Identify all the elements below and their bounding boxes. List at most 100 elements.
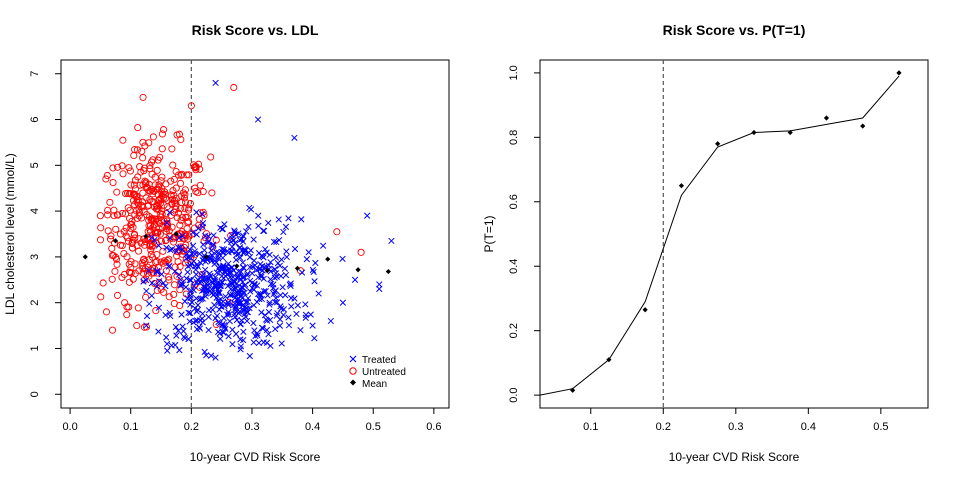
probability-y-tick-label: 0.4 <box>508 259 520 274</box>
treated-point <box>271 274 278 281</box>
mean-point <box>325 256 331 262</box>
treated-point <box>242 313 249 321</box>
treated-point <box>145 267 152 274</box>
treated-point <box>232 231 240 238</box>
treated-point <box>257 290 264 298</box>
untreated-point <box>127 221 135 229</box>
untreated-point <box>176 221 184 229</box>
untreated-point <box>171 263 179 271</box>
treated-point <box>298 216 305 223</box>
treated-point <box>232 304 240 312</box>
treated-point <box>280 228 287 236</box>
untreated-point <box>169 161 177 169</box>
untreated-point <box>152 307 160 315</box>
treated-point <box>239 284 246 291</box>
probability-y-axis: 0.0 0.2 0.4 0.6 0.8 1.0 <box>508 65 540 403</box>
treated-point <box>262 288 269 295</box>
treated-point <box>277 292 284 299</box>
treated-point <box>178 311 185 318</box>
untreated-point <box>120 227 128 236</box>
untreated-point <box>196 181 204 189</box>
untreated-point <box>186 199 194 208</box>
untreated-point <box>97 224 105 232</box>
treated-point <box>216 263 223 270</box>
treated-point <box>155 304 163 311</box>
scatter-x-tick-label: 0.5 <box>366 421 381 433</box>
untreated-point <box>174 209 183 217</box>
treated-point <box>276 316 284 323</box>
treated-point <box>309 266 317 274</box>
treated-point <box>239 259 247 266</box>
treated-point <box>166 209 173 216</box>
untreated-point <box>153 228 162 236</box>
untreated-point <box>357 248 365 256</box>
scatter-x-label: 10-year CVD Risk Score <box>190 450 321 464</box>
treated-point <box>311 278 318 285</box>
mean-point <box>385 268 391 275</box>
untreated-point <box>170 175 178 183</box>
treated-point <box>260 288 268 295</box>
treated-point <box>227 285 234 293</box>
treated-point <box>327 317 334 325</box>
treated-point <box>226 318 233 325</box>
treated-point <box>199 223 206 231</box>
untreated-point <box>127 181 135 189</box>
treated-point <box>252 332 259 340</box>
treated-point <box>207 352 215 359</box>
untreated-point <box>160 217 168 225</box>
probability-plot-frame <box>539 59 929 409</box>
treated-point <box>291 245 299 253</box>
untreated-point <box>157 285 165 293</box>
treated-point <box>223 263 230 270</box>
untreated-point <box>165 293 173 301</box>
treated-point <box>232 330 240 338</box>
treated-point <box>193 295 200 302</box>
treated-point <box>250 286 258 293</box>
treated-point <box>168 342 175 349</box>
untreated-point <box>125 278 133 286</box>
treated-point <box>204 239 212 246</box>
treated-point <box>172 323 180 331</box>
treated-point <box>283 248 290 255</box>
untreated-point <box>109 178 117 187</box>
untreated-point <box>147 234 155 242</box>
treated-point <box>287 280 294 287</box>
treated-point <box>253 266 260 274</box>
treated-point <box>225 299 232 307</box>
untreated-point <box>199 188 207 196</box>
treated-point <box>259 325 267 332</box>
treated-point <box>278 340 285 347</box>
untreated-point <box>185 171 193 179</box>
treated-point <box>175 327 182 334</box>
treated-point <box>223 237 231 244</box>
treated-point <box>158 271 165 278</box>
untreated-point <box>137 168 145 176</box>
untreated-point <box>134 124 142 132</box>
untreated-point <box>131 191 139 199</box>
untreated-point <box>177 205 185 213</box>
untreated-point <box>108 244 116 253</box>
treated-point <box>232 306 239 314</box>
untreated-point <box>127 224 135 232</box>
untreated-point <box>165 276 173 284</box>
untreated-point <box>185 204 193 212</box>
probability-y-tick-label: 1.0 <box>508 65 520 80</box>
untreated-point <box>171 196 179 205</box>
treated-point <box>142 276 150 284</box>
treated-point <box>254 332 261 339</box>
treated-point <box>240 233 247 240</box>
untreated-point <box>153 166 161 174</box>
treated-point <box>245 249 252 256</box>
treated-point <box>273 238 280 246</box>
untreated-point <box>160 126 168 134</box>
treated-point <box>205 313 212 321</box>
probability-x-tick-label: 0.3 <box>728 421 743 433</box>
scatter-x-axis: 0.0 0.1 0.2 0.3 0.4 0.5 0.6 <box>62 408 441 433</box>
untreated-point <box>107 232 115 240</box>
treated-point <box>218 272 225 280</box>
treated-point <box>282 292 289 299</box>
treated-point <box>285 322 293 329</box>
treated-point <box>209 279 217 286</box>
treated-point <box>244 295 252 302</box>
treated-point <box>260 227 267 235</box>
